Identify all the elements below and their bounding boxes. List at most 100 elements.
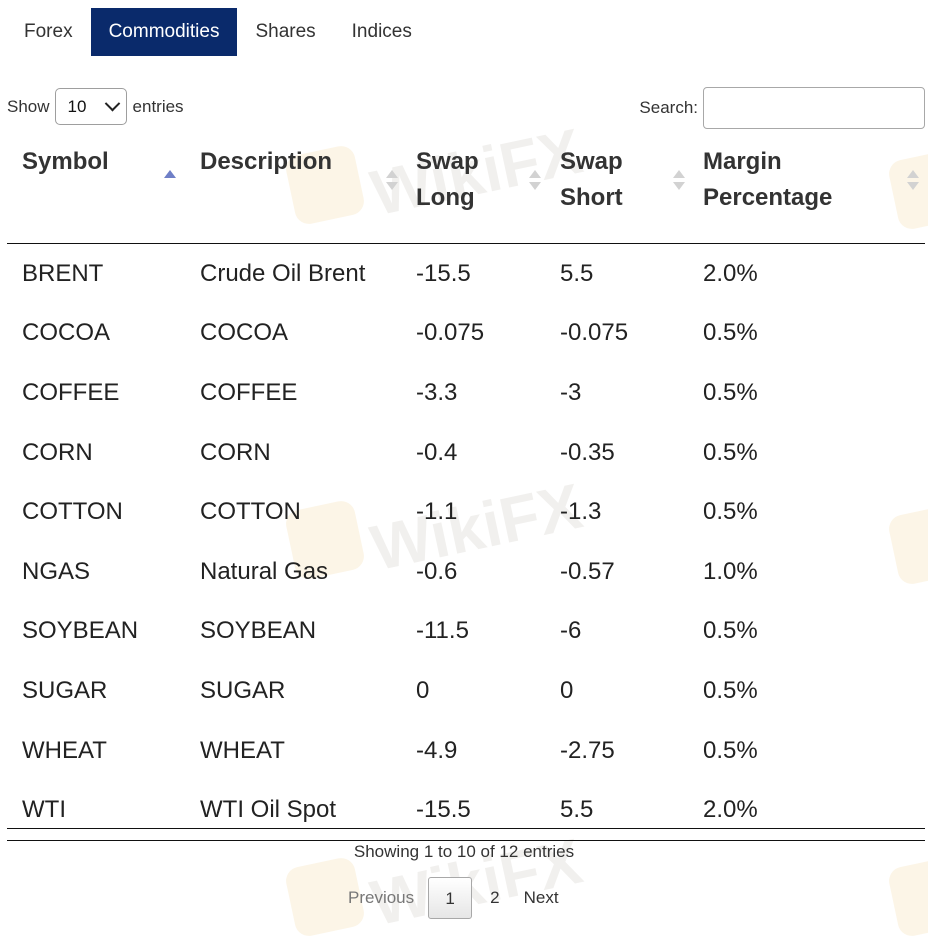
table-row: SOYBEAN SOYBEAN -11.5 -6 0.5% bbox=[7, 602, 925, 662]
table-header-row: Symbol Description Swap Long Swap Short … bbox=[7, 132, 925, 244]
cell-description: SUGAR bbox=[200, 676, 286, 704]
cell-symbol: CORN bbox=[22, 438, 93, 466]
tab-indices[interactable]: Indices bbox=[351, 21, 412, 42]
cell-swap-short: -6 bbox=[560, 617, 582, 645]
table-row: NGAS Natural Gas -0.6 -0.57 1.0% bbox=[7, 542, 925, 602]
cell-swap-short: -2.75 bbox=[560, 736, 615, 764]
column-header-label: Swap bbox=[416, 148, 479, 175]
table-row: SUGAR SUGAR 0 0 0.5% bbox=[7, 661, 925, 721]
search-label: Search: bbox=[639, 98, 698, 117]
cell-swap-long: -11.5 bbox=[416, 617, 469, 645]
column-header-label: Description bbox=[200, 148, 333, 175]
watermark-logo bbox=[886, 855, 928, 939]
cell-swap-long: -4.9 bbox=[416, 736, 458, 764]
entries-per-page-select[interactable]: 10 bbox=[54, 88, 127, 125]
chevron-down-icon bbox=[104, 95, 120, 112]
instrument-tabs: Forex Commodities Shares Indices bbox=[6, 8, 430, 56]
cell-swap-long: 0 bbox=[416, 676, 430, 704]
cell-swap-short: -3 bbox=[560, 378, 582, 406]
cell-symbol: WTI bbox=[22, 796, 66, 824]
cell-swap-long: -0.6 bbox=[416, 557, 458, 585]
cell-description: COFFEE bbox=[200, 378, 298, 406]
column-header-label-line2: Long bbox=[416, 184, 475, 211]
sort-icon bbox=[386, 170, 398, 194]
column-header-swap-long[interactable]: Swap Long bbox=[408, 132, 551, 244]
cell-margin-percentage: 0.5% bbox=[703, 438, 758, 466]
column-header-margin-percentage[interactable]: Margin Percentage bbox=[695, 132, 925, 244]
next-button[interactable]: Next bbox=[523, 888, 559, 907]
cell-swap-short: -0.075 bbox=[560, 319, 629, 347]
sort-ascending-icon bbox=[164, 170, 176, 194]
search-input[interactable] bbox=[703, 87, 925, 129]
cell-description: COCOA bbox=[200, 319, 289, 347]
cell-swap-long: -0.4 bbox=[416, 438, 458, 466]
entries-per-page-value: 10 bbox=[67, 96, 87, 116]
cell-symbol: COFFEE bbox=[22, 378, 120, 406]
cell-symbol: COTTON bbox=[22, 498, 123, 526]
cell-symbol: WHEAT bbox=[22, 736, 107, 764]
entries-label: entries bbox=[132, 96, 184, 116]
column-header-label-line2: Percentage bbox=[703, 184, 833, 211]
table-info: Showing 1 to 10 of 12 entries bbox=[353, 842, 575, 861]
page-button-1[interactable]: 1 bbox=[428, 877, 473, 919]
cell-symbol: COCOA bbox=[22, 319, 111, 347]
cell-description: COTTON bbox=[200, 498, 301, 526]
cell-margin-percentage: 0.5% bbox=[703, 319, 758, 347]
table-row: WTI WTI Oil Spot -15.5 5.5 2.0% bbox=[7, 780, 925, 840]
column-header-label: Symbol bbox=[22, 148, 109, 175]
cell-margin-percentage: 0.5% bbox=[703, 736, 758, 764]
cell-swap-short: 5.5 bbox=[560, 796, 594, 824]
cell-description: WTI Oil Spot bbox=[200, 796, 337, 824]
cell-swap-long: -0.075 bbox=[416, 319, 485, 347]
table-search: Search: bbox=[639, 87, 925, 129]
cell-symbol: SUGAR bbox=[22, 676, 108, 704]
column-header-label: Margin bbox=[703, 148, 782, 175]
cell-margin-percentage: 0.5% bbox=[703, 498, 758, 526]
tab-commodities[interactable]: Commodities bbox=[90, 8, 238, 56]
show-label: Show bbox=[7, 96, 50, 116]
cell-margin-percentage: 2.0% bbox=[703, 259, 758, 287]
cell-margin-percentage: 0.5% bbox=[703, 378, 758, 406]
cell-swap-long: -3.3 bbox=[416, 378, 458, 406]
cell-margin-percentage: 1.0% bbox=[703, 557, 758, 585]
page-button-2[interactable]: 2 bbox=[490, 888, 500, 907]
sort-icon bbox=[673, 170, 685, 194]
tab-forex[interactable]: Forex bbox=[24, 21, 73, 42]
cell-swap-short: 5.5 bbox=[560, 259, 594, 287]
cell-description: CORN bbox=[200, 438, 271, 466]
table-row: CORN CORN -0.4 -0.35 0.5% bbox=[7, 423, 925, 483]
cell-margin-percentage: 2.0% bbox=[703, 796, 758, 824]
cell-margin-percentage: 0.5% bbox=[703, 676, 758, 704]
pagination: Previous 1 2 Next bbox=[336, 877, 571, 919]
cell-symbol: NGAS bbox=[22, 557, 91, 585]
cell-margin-percentage: 0.5% bbox=[703, 617, 758, 645]
table-bottom-divider bbox=[7, 828, 925, 829]
tab-shares[interactable]: Shares bbox=[255, 21, 316, 42]
cell-description: Natural Gas bbox=[200, 557, 329, 585]
cell-swap-long: -1.1 bbox=[416, 498, 458, 526]
commodities-table: Symbol Description Swap Long Swap Short … bbox=[7, 132, 925, 841]
cell-swap-long: -15.5 bbox=[416, 796, 471, 824]
page-length-control: Show 10 entries bbox=[7, 88, 184, 125]
table-row: COFFEE COFFEE -3.3 -3 0.5% bbox=[7, 363, 925, 423]
table-row: COCOA COCOA -0.075 -0.075 0.5% bbox=[7, 304, 925, 364]
cell-description: Crude Oil Brent bbox=[200, 259, 366, 287]
cell-description: WHEAT bbox=[200, 736, 285, 764]
column-header-swap-short[interactable]: Swap Short bbox=[551, 132, 695, 244]
sort-icon bbox=[907, 170, 919, 194]
cell-swap-short: -0.57 bbox=[560, 557, 615, 585]
cell-swap-long: -15.5 bbox=[416, 259, 471, 287]
cell-description: SOYBEAN bbox=[200, 617, 317, 645]
column-header-symbol[interactable]: Symbol bbox=[7, 132, 190, 244]
cell-swap-short: -0.35 bbox=[560, 438, 615, 466]
column-header-label-line2: Short bbox=[560, 184, 623, 211]
previous-button[interactable]: Previous bbox=[348, 888, 415, 907]
column-header-label: Swap bbox=[560, 148, 623, 175]
sort-icon bbox=[529, 170, 541, 194]
cell-swap-short: 0 bbox=[560, 676, 574, 704]
table-row: BRENT Crude Oil Brent -15.5 5.5 2.0% bbox=[7, 244, 925, 304]
cell-symbol: BRENT bbox=[22, 259, 104, 287]
cell-swap-short: -1.3 bbox=[560, 498, 602, 526]
column-header-description[interactable]: Description bbox=[190, 132, 408, 244]
table-row: WHEAT WHEAT -4.9 -2.75 0.5% bbox=[7, 721, 925, 781]
